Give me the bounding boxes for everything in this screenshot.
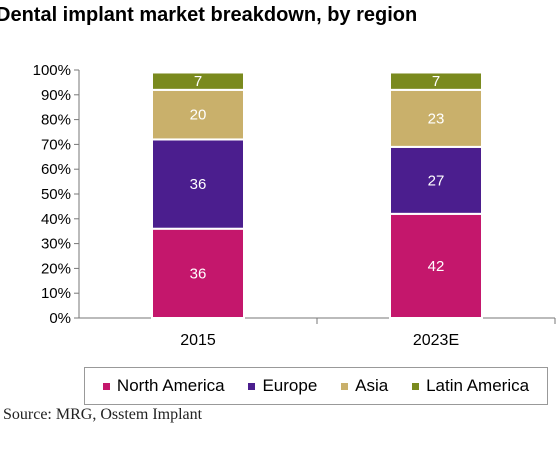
bar-asia-2023e xyxy=(389,88,483,148)
legend-swatch-europe xyxy=(248,382,256,390)
data-label-north-america-2015: 36 xyxy=(190,265,207,282)
x-tick-label-2015: 2015 xyxy=(180,332,216,349)
legend-item-latin-america: Latin America xyxy=(412,376,529,396)
bar-latin-america-2015 xyxy=(151,71,245,91)
y-tick-label-80: 80% xyxy=(41,112,71,129)
y-tick-label-10: 10% xyxy=(41,285,71,302)
chart-title: Dental implant market breakdown, by regi… xyxy=(0,4,418,26)
legend-label-asia: Asia xyxy=(355,376,389,395)
chart-legend: North America Europe Asia Latin America xyxy=(84,367,548,405)
bar-north-america-2015 xyxy=(151,227,245,319)
x-tick-label-2023e: 2023E xyxy=(413,332,459,349)
y-tick-label-50: 50% xyxy=(41,186,71,203)
data-label-europe-2015: 36 xyxy=(190,176,207,193)
data-label-europe-2023e: 27 xyxy=(428,172,445,189)
legend-item-north-america: North America xyxy=(102,376,225,396)
data-label-asia-2015: 20 xyxy=(190,107,207,124)
legend-label-north-america: North America xyxy=(116,376,225,395)
legend-swatch-asia xyxy=(341,382,349,390)
legend-item-asia: Asia xyxy=(341,376,388,396)
legend-swatch-north-america xyxy=(102,382,110,390)
y-tick-label-60: 60% xyxy=(41,161,71,178)
bar-north-america-2023e xyxy=(389,212,483,319)
bar-latin-america-2023e xyxy=(389,71,483,91)
legend-label-europe: Europe xyxy=(262,376,318,395)
legend-label-latin-america: Latin America xyxy=(426,376,530,395)
y-tick-label-100: 100% xyxy=(33,62,71,79)
y-tick-label-70: 70% xyxy=(41,136,71,153)
source-note: Source: MRG, Osstem Implant xyxy=(3,406,203,423)
legend-item-europe: Europe xyxy=(248,376,317,396)
y-tick-label-90: 90% xyxy=(41,87,71,104)
y-tick-label-20: 20% xyxy=(41,260,71,277)
data-label-north-america-2023e: 42 xyxy=(428,258,445,275)
bar-asia-2015 xyxy=(151,88,245,141)
data-label-latin-america-2023e: 7 xyxy=(432,73,440,90)
y-tick-label-40: 40% xyxy=(41,211,71,228)
data-label-latin-america-2015: 7 xyxy=(194,73,202,90)
y-tick-label-0: 0% xyxy=(49,310,71,327)
y-tick-label-30: 30% xyxy=(41,236,71,253)
legend-swatch-latin-america xyxy=(412,382,420,390)
stacked-bar-chart: 0% 10% 20% 30% 40% 50% 60% 70% 80% 90% 100% 36 36 20 7… xyxy=(33,62,556,349)
data-label-asia-2023e: 23 xyxy=(428,110,445,127)
